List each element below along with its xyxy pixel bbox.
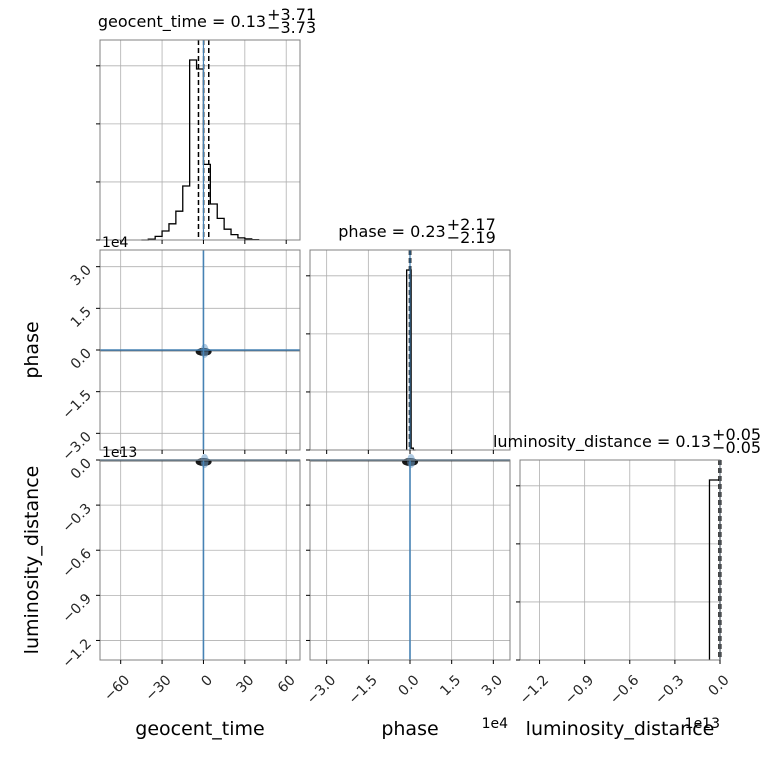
y-tick-label: −0.9 xyxy=(59,591,94,626)
y-tick-label: 0.0 xyxy=(68,346,95,373)
x-tick-label: −0.9 xyxy=(562,672,597,707)
text-layer: −60 −30 0 30 60 −3.0 −1.5 0.0 1.5 3.0 −1.2 −0.9 −0.6… xyxy=(21,5,760,740)
title-median: 0.13 xyxy=(230,12,266,31)
x-axis-label: phase xyxy=(381,718,438,740)
y-tick-label: −1.5 xyxy=(59,387,94,422)
title-minus: −0.05 xyxy=(712,438,760,457)
panel-title: geocent_time = 0.13 xyxy=(98,12,266,32)
x-tick-label: −0.3 xyxy=(652,672,687,707)
x-tick-label: −1.5 xyxy=(346,672,381,707)
offset-label: 1e4 xyxy=(102,235,129,251)
frame-layer xyxy=(96,39,721,664)
y-tick-label: −0.3 xyxy=(59,501,94,536)
title-minus: −3.73 xyxy=(267,18,316,37)
panel-title: phase = 0.23 xyxy=(338,222,445,241)
y-axis-label: luminosity_distance xyxy=(21,466,43,655)
title-equals: = xyxy=(207,12,231,31)
x-tick-label: −60 xyxy=(101,672,133,704)
offset-label: 1e13 xyxy=(685,716,720,732)
panel-frame xyxy=(519,459,721,661)
title-plus: +3.71 xyxy=(267,5,316,24)
x-tick-label: 1.5 xyxy=(437,672,464,699)
x-tick-label: −30 xyxy=(142,672,174,704)
y-axis-label: phase xyxy=(21,321,43,378)
title-equals: = xyxy=(387,222,411,241)
title-median: 0.13 xyxy=(675,432,711,451)
panel-frame xyxy=(99,459,301,661)
panel-title: luminosity_distance = 0.13 xyxy=(493,432,711,452)
x-axis-label: luminosity_distance xyxy=(526,718,715,740)
title-name: geocent_time xyxy=(98,12,207,32)
y-tick-label: −0.6 xyxy=(59,546,94,581)
title-median: 0.23 xyxy=(410,222,446,241)
x-tick-label: −1.2 xyxy=(517,672,552,707)
x-tick-label: −0.6 xyxy=(607,672,642,707)
panel-frame xyxy=(99,39,301,241)
x-tick-label: 60 xyxy=(275,672,299,696)
y-tick-label: −3.0 xyxy=(59,429,94,464)
x-axis-label: geocent_time xyxy=(135,718,264,740)
x-tick-label: 0.0 xyxy=(396,672,423,699)
title-minus: −2.19 xyxy=(447,228,496,247)
histogram-geocent_time xyxy=(141,59,260,241)
title-equals: = xyxy=(652,432,676,451)
offset-label: 1e13 xyxy=(102,445,137,461)
x-tick-label: 3.0 xyxy=(479,672,506,699)
x-tick-label: 0.0 xyxy=(706,672,733,699)
title-name: phase xyxy=(338,222,386,241)
x-tick-label: 0 xyxy=(198,672,216,690)
data-layer xyxy=(100,40,722,660)
y-tick-label: −1.2 xyxy=(59,636,94,671)
x-tick-label: 30 xyxy=(234,672,258,696)
title-plus: +2.17 xyxy=(447,215,496,234)
y-tick-label: 3.0 xyxy=(68,262,95,289)
title-name: luminosity_distance xyxy=(493,432,652,452)
x-tick-label: −3.0 xyxy=(304,672,339,707)
title-plus: +0.05 xyxy=(712,425,760,444)
offset-label: 1e4 xyxy=(482,716,509,732)
y-tick-label: 1.5 xyxy=(68,304,95,331)
